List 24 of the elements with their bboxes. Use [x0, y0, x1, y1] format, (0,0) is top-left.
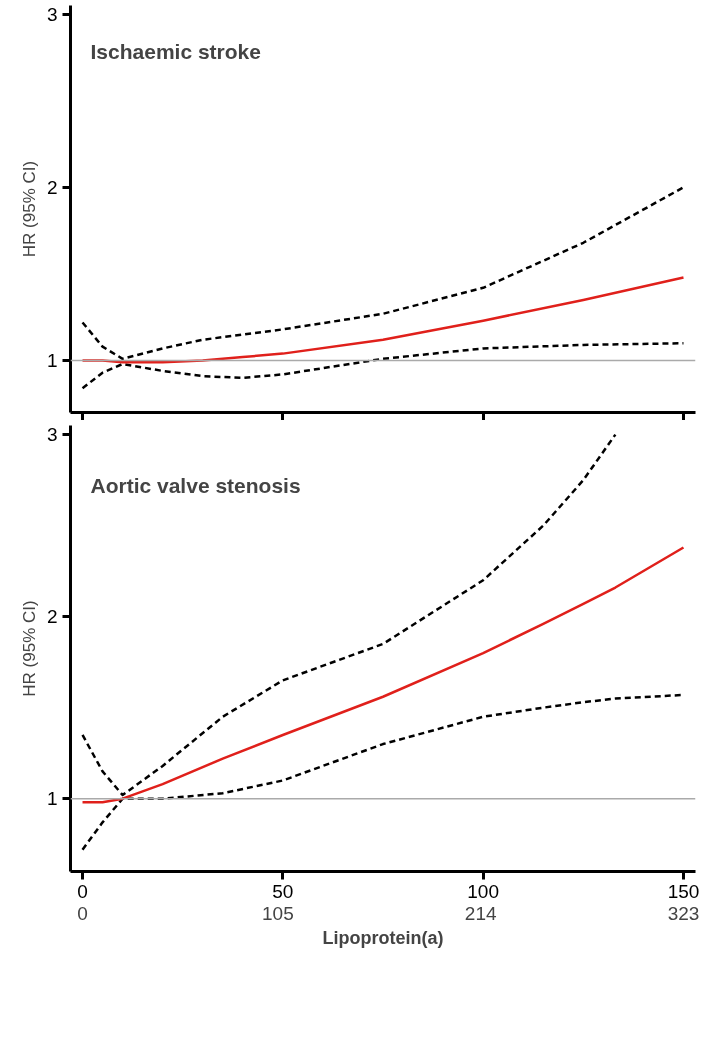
line-series: [81, 276, 685, 364]
x-tick-label: 0: [77, 880, 88, 902]
y-tick-label: 1: [46, 788, 58, 810]
y-axis-title: HR (95% CI): [19, 160, 39, 258]
y-tick-label: 1: [46, 350, 58, 372]
x2-tick-label: 105: [262, 902, 294, 924]
x-tick-label: 100: [467, 880, 500, 902]
text: Aortic valve stenosis: [90, 473, 301, 497]
line-series: [81, 341, 685, 390]
y-axis-title: HR (95% CI): [19, 600, 39, 697]
x-tick-label: 50: [272, 880, 294, 902]
x2-tick-label: 214: [464, 902, 497, 924]
y-tick-label: 3: [46, 3, 58, 25]
line-series: [81, 433, 617, 797]
y-tick-label: 3: [46, 424, 58, 446]
x2-tick-label: 0: [77, 902, 88, 924]
text: Ischaemic stroke: [90, 39, 261, 63]
x-tick-label: 150: [667, 880, 700, 902]
line-series: [81, 546, 685, 804]
line-series: [81, 186, 685, 361]
x2-tick-label: 323: [667, 902, 700, 924]
y-tick-label: 2: [46, 606, 58, 628]
x-axis-title: Lipoprotein(a): [322, 927, 444, 948]
y-tick-label: 2: [46, 176, 58, 198]
